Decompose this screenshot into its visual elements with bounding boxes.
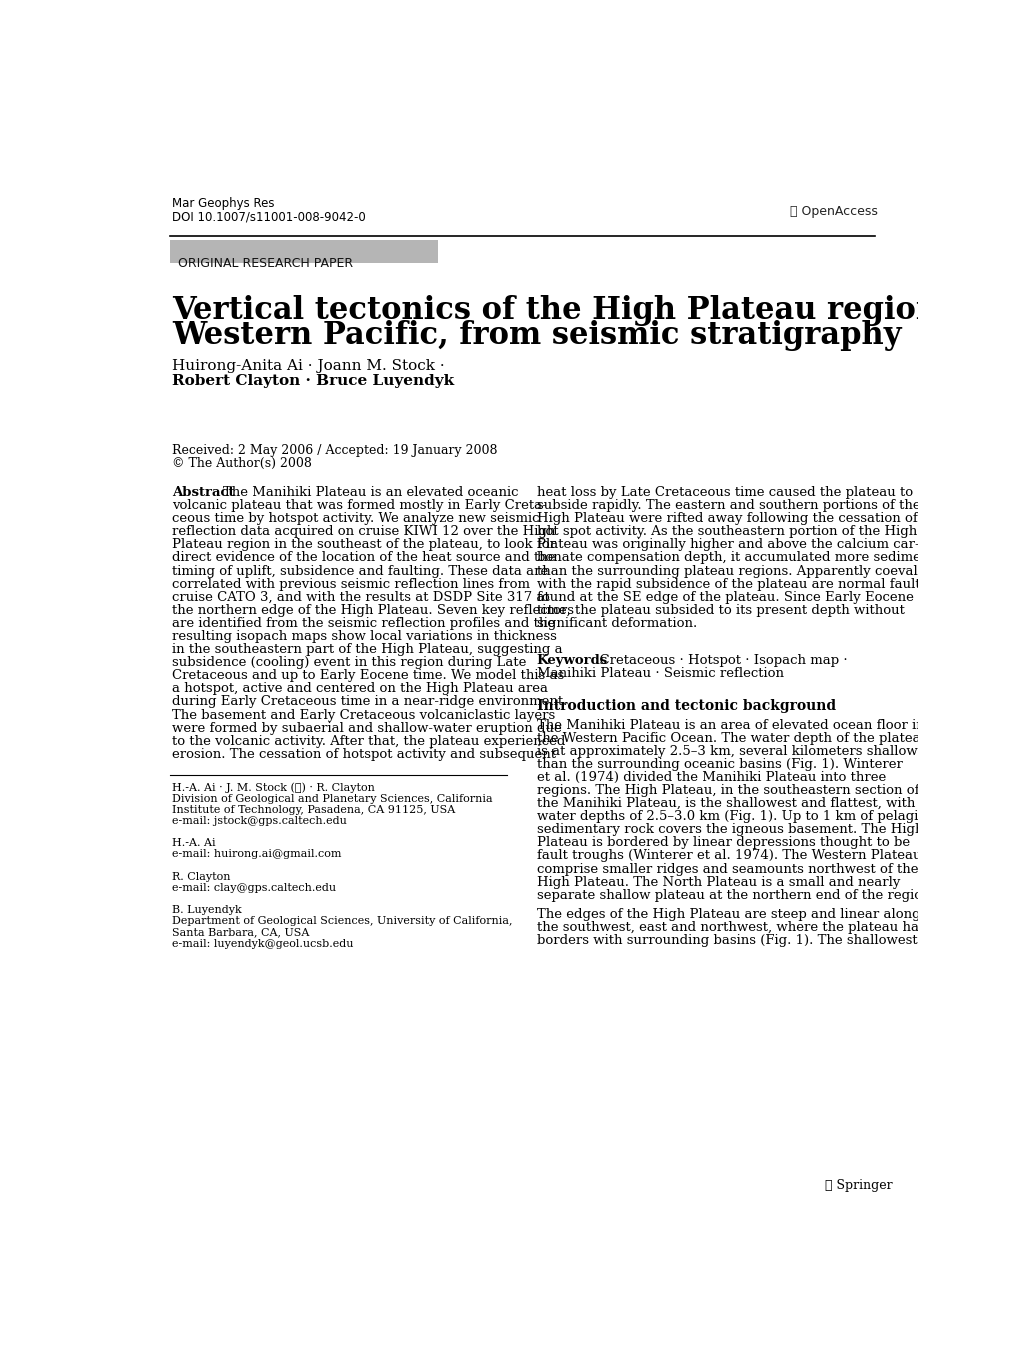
Text: Robert Clayton · Bruce Luyendyk: Robert Clayton · Bruce Luyendyk bbox=[172, 374, 454, 388]
Text: the southwest, east and northwest, where the plateau has: the southwest, east and northwest, where… bbox=[536, 921, 924, 934]
Text: resulting isopach maps show local variations in thickness: resulting isopach maps show local variat… bbox=[172, 630, 556, 644]
Text: ④ Springer: ④ Springer bbox=[824, 1179, 892, 1192]
Text: The basement and Early Cretaceous volcaniclastic layers: The basement and Early Cretaceous volcan… bbox=[172, 709, 555, 721]
Text: H.-A. Ai: H.-A. Ai bbox=[172, 839, 216, 848]
Text: e-mail: huirong.ai@gmail.com: e-mail: huirong.ai@gmail.com bbox=[172, 850, 341, 859]
Text: Santa Barbara, CA, USA: Santa Barbara, CA, USA bbox=[172, 928, 310, 938]
Text: Keywords: Keywords bbox=[536, 654, 607, 667]
Text: e-mail: clay@gps.caltech.edu: e-mail: clay@gps.caltech.edu bbox=[172, 883, 336, 893]
Bar bbox=[170, 240, 437, 263]
Text: Vertical tectonics of the High Plateau region, Manihiki Plateau,: Vertical tectonics of the High Plateau r… bbox=[172, 295, 1019, 327]
Text: The Manihiki Plateau is an elevated oceanic: The Manihiki Plateau is an elevated ocea… bbox=[222, 486, 518, 499]
Text: 🔓 OpenAccess: 🔓 OpenAccess bbox=[790, 205, 877, 218]
Text: Department of Geological Sciences, University of California,: Department of Geological Sciences, Unive… bbox=[172, 916, 513, 927]
Text: in the southeastern part of the High Plateau, suggesting a: in the southeastern part of the High Pla… bbox=[172, 644, 562, 656]
Text: time, the plateau subsided to its present depth without: time, the plateau subsided to its presen… bbox=[536, 604, 904, 617]
Text: Plateau region in the southeast of the plateau, to look for: Plateau region in the southeast of the p… bbox=[172, 538, 556, 551]
Text: to the volcanic activity. After that, the plateau experienced: to the volcanic activity. After that, th… bbox=[172, 734, 566, 748]
Text: volcanic plateau that was formed mostly in Early Creta-: volcanic plateau that was formed mostly … bbox=[172, 499, 546, 512]
Text: © The Author(s) 2008: © The Author(s) 2008 bbox=[172, 457, 312, 470]
Text: the northern edge of the High Plateau. Seven key reflectors: the northern edge of the High Plateau. S… bbox=[172, 604, 574, 617]
Text: ceous time by hotspot activity. We analyze new seismic: ceous time by hotspot activity. We analy… bbox=[172, 512, 539, 526]
Text: B. Luyendyk: B. Luyendyk bbox=[172, 905, 242, 915]
Text: direct evidence of the location of the heat source and the: direct evidence of the location of the h… bbox=[172, 551, 555, 565]
Text: The edges of the High Plateau are steep and linear along: The edges of the High Plateau are steep … bbox=[536, 908, 919, 921]
Text: separate shallow plateau at the northern end of the region.: separate shallow plateau at the northern… bbox=[536, 889, 933, 901]
Text: Plateau is bordered by linear depressions thought to be: Plateau is bordered by linear depression… bbox=[536, 836, 909, 850]
Text: borders with surrounding basins (Fig. 1). The shallowest: borders with surrounding basins (Fig. 1)… bbox=[536, 934, 916, 947]
Text: e-mail: luyendyk@geol.ucsb.edu: e-mail: luyendyk@geol.ucsb.edu bbox=[172, 939, 354, 948]
Text: ORIGINAL RESEARCH PAPER: ORIGINAL RESEARCH PAPER bbox=[177, 256, 353, 270]
Text: hot spot activity. As the southeastern portion of the High: hot spot activity. As the southeastern p… bbox=[536, 526, 916, 538]
Text: than the surrounding plateau regions. Apparently coeval: than the surrounding plateau regions. Ap… bbox=[536, 565, 916, 577]
Text: High Plateau. The North Plateau is a small and nearly: High Plateau. The North Plateau is a sma… bbox=[536, 875, 899, 889]
Text: Introduction and tectonic background: Introduction and tectonic background bbox=[536, 699, 835, 713]
Text: Huirong-Anita Ai · Joann M. Stock ·: Huirong-Anita Ai · Joann M. Stock · bbox=[172, 359, 444, 373]
Text: High Plateau were rifted away following the cessation of: High Plateau were rifted away following … bbox=[536, 512, 916, 526]
Text: DOI 10.1007/s11001-008-9042-0: DOI 10.1007/s11001-008-9042-0 bbox=[172, 210, 366, 224]
Text: the Manihiki Plateau, is the shallowest and flattest, with: the Manihiki Plateau, is the shallowest … bbox=[536, 797, 914, 810]
Text: cruise CATO 3, and with the results at DSDP Site 317 at: cruise CATO 3, and with the results at D… bbox=[172, 591, 549, 604]
Text: found at the SE edge of the plateau. Since Early Eocene: found at the SE edge of the plateau. Sin… bbox=[536, 591, 913, 604]
Text: the Western Pacific Ocean. The water depth of the plateau: the Western Pacific Ocean. The water dep… bbox=[536, 732, 928, 745]
Text: subside rapidly. The eastern and southern portions of the: subside rapidly. The eastern and souther… bbox=[536, 499, 919, 512]
Text: Cretaceous and up to Early Eocene time. We model this as: Cretaceous and up to Early Eocene time. … bbox=[172, 669, 565, 683]
Text: regions. The High Plateau, in the southeastern section of: regions. The High Plateau, in the southe… bbox=[536, 785, 918, 797]
Text: reflection data acquired on cruise KIWI 12 over the High: reflection data acquired on cruise KIWI … bbox=[172, 526, 555, 538]
Text: correlated with previous seismic reflection lines from: correlated with previous seismic reflect… bbox=[172, 577, 530, 591]
Text: subsidence (cooling) event in this region during Late: subsidence (cooling) event in this regio… bbox=[172, 656, 526, 669]
Text: significant deformation.: significant deformation. bbox=[536, 617, 696, 630]
Text: Institute of Technology, Pasadena, CA 91125, USA: Institute of Technology, Pasadena, CA 91… bbox=[172, 805, 455, 814]
Text: et al. (1974) divided the Manihiki Plateau into three: et al. (1974) divided the Manihiki Plate… bbox=[536, 771, 886, 785]
Text: comprise smaller ridges and seamounts northwest of the: comprise smaller ridges and seamounts no… bbox=[536, 863, 917, 875]
Text: Received: 2 May 2006 / Accepted: 19 January 2008: Received: 2 May 2006 / Accepted: 19 Janu… bbox=[172, 443, 497, 457]
Text: Mar Geophys Res: Mar Geophys Res bbox=[172, 198, 275, 210]
Text: Western Pacific, from seismic stratigraphy: Western Pacific, from seismic stratigrap… bbox=[172, 320, 901, 351]
Text: H.-A. Ai · J. M. Stock (✉) · R. Clayton: H.-A. Ai · J. M. Stock (✉) · R. Clayton bbox=[172, 782, 375, 793]
Text: water depths of 2.5–3.0 km (Fig. 1). Up to 1 km of pelagic: water depths of 2.5–3.0 km (Fig. 1). Up … bbox=[536, 810, 924, 824]
Text: heat loss by Late Cretaceous time caused the plateau to: heat loss by Late Cretaceous time caused… bbox=[536, 486, 912, 499]
Text: Cretaceous · Hotspot · Isopach map ·: Cretaceous · Hotspot · Isopach map · bbox=[590, 654, 847, 667]
Text: sedimentary rock covers the igneous basement. The High: sedimentary rock covers the igneous base… bbox=[536, 824, 922, 836]
Text: erosion. The cessation of hotspot activity and subsequent: erosion. The cessation of hotspot activi… bbox=[172, 748, 556, 760]
Text: Plateau was originally higher and above the calcium car-: Plateau was originally higher and above … bbox=[536, 538, 918, 551]
Text: is at approximately 2.5–3 km, several kilometers shallower: is at approximately 2.5–3 km, several ki… bbox=[536, 745, 930, 757]
Text: Manihiki Plateau · Seismic reflection: Manihiki Plateau · Seismic reflection bbox=[536, 667, 783, 680]
Text: timing of uplift, subsidence and faulting. These data are: timing of uplift, subsidence and faultin… bbox=[172, 565, 548, 577]
Text: than the surrounding oceanic basins (Fig. 1). Winterer: than the surrounding oceanic basins (Fig… bbox=[536, 757, 902, 771]
Text: The Manihiki Plateau is an area of elevated ocean floor in: The Manihiki Plateau is an area of eleva… bbox=[536, 718, 923, 732]
Text: R. Clayton: R. Clayton bbox=[172, 871, 230, 882]
Text: a hotspot, active and centered on the High Plateau area: a hotspot, active and centered on the Hi… bbox=[172, 683, 548, 695]
Text: were formed by subaerial and shallow-water eruption due: were formed by subaerial and shallow-wat… bbox=[172, 722, 561, 734]
Text: Division of Geological and Planetary Sciences, California: Division of Geological and Planetary Sci… bbox=[172, 794, 492, 804]
Text: e-mail: jstock@gps.caltech.edu: e-mail: jstock@gps.caltech.edu bbox=[172, 816, 347, 827]
Text: are identified from the seismic reflection profiles and the: are identified from the seismic reflecti… bbox=[172, 617, 555, 630]
Text: with the rapid subsidence of the plateau are normal faults: with the rapid subsidence of the plateau… bbox=[536, 577, 926, 591]
Text: fault troughs (Winterer et al. 1974). The Western Plateaus: fault troughs (Winterer et al. 1974). Th… bbox=[536, 850, 927, 862]
Text: bonate compensation depth, it accumulated more sediments: bonate compensation depth, it accumulate… bbox=[536, 551, 941, 565]
Text: Abstract: Abstract bbox=[172, 486, 234, 499]
Text: during Early Cretaceous time in a near-ridge environment.: during Early Cretaceous time in a near-r… bbox=[172, 695, 568, 709]
